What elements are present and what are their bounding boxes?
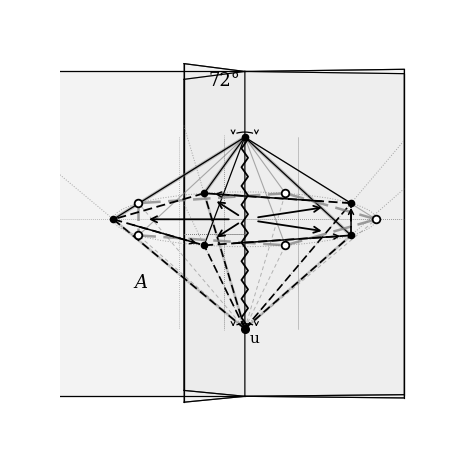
Text: 72°: 72°	[209, 72, 241, 90]
Text: A: A	[134, 274, 147, 292]
Polygon shape	[245, 72, 404, 398]
Polygon shape	[245, 69, 404, 396]
Text: u: u	[250, 332, 260, 346]
Polygon shape	[48, 72, 245, 396]
Polygon shape	[184, 72, 245, 402]
Polygon shape	[184, 64, 245, 396]
